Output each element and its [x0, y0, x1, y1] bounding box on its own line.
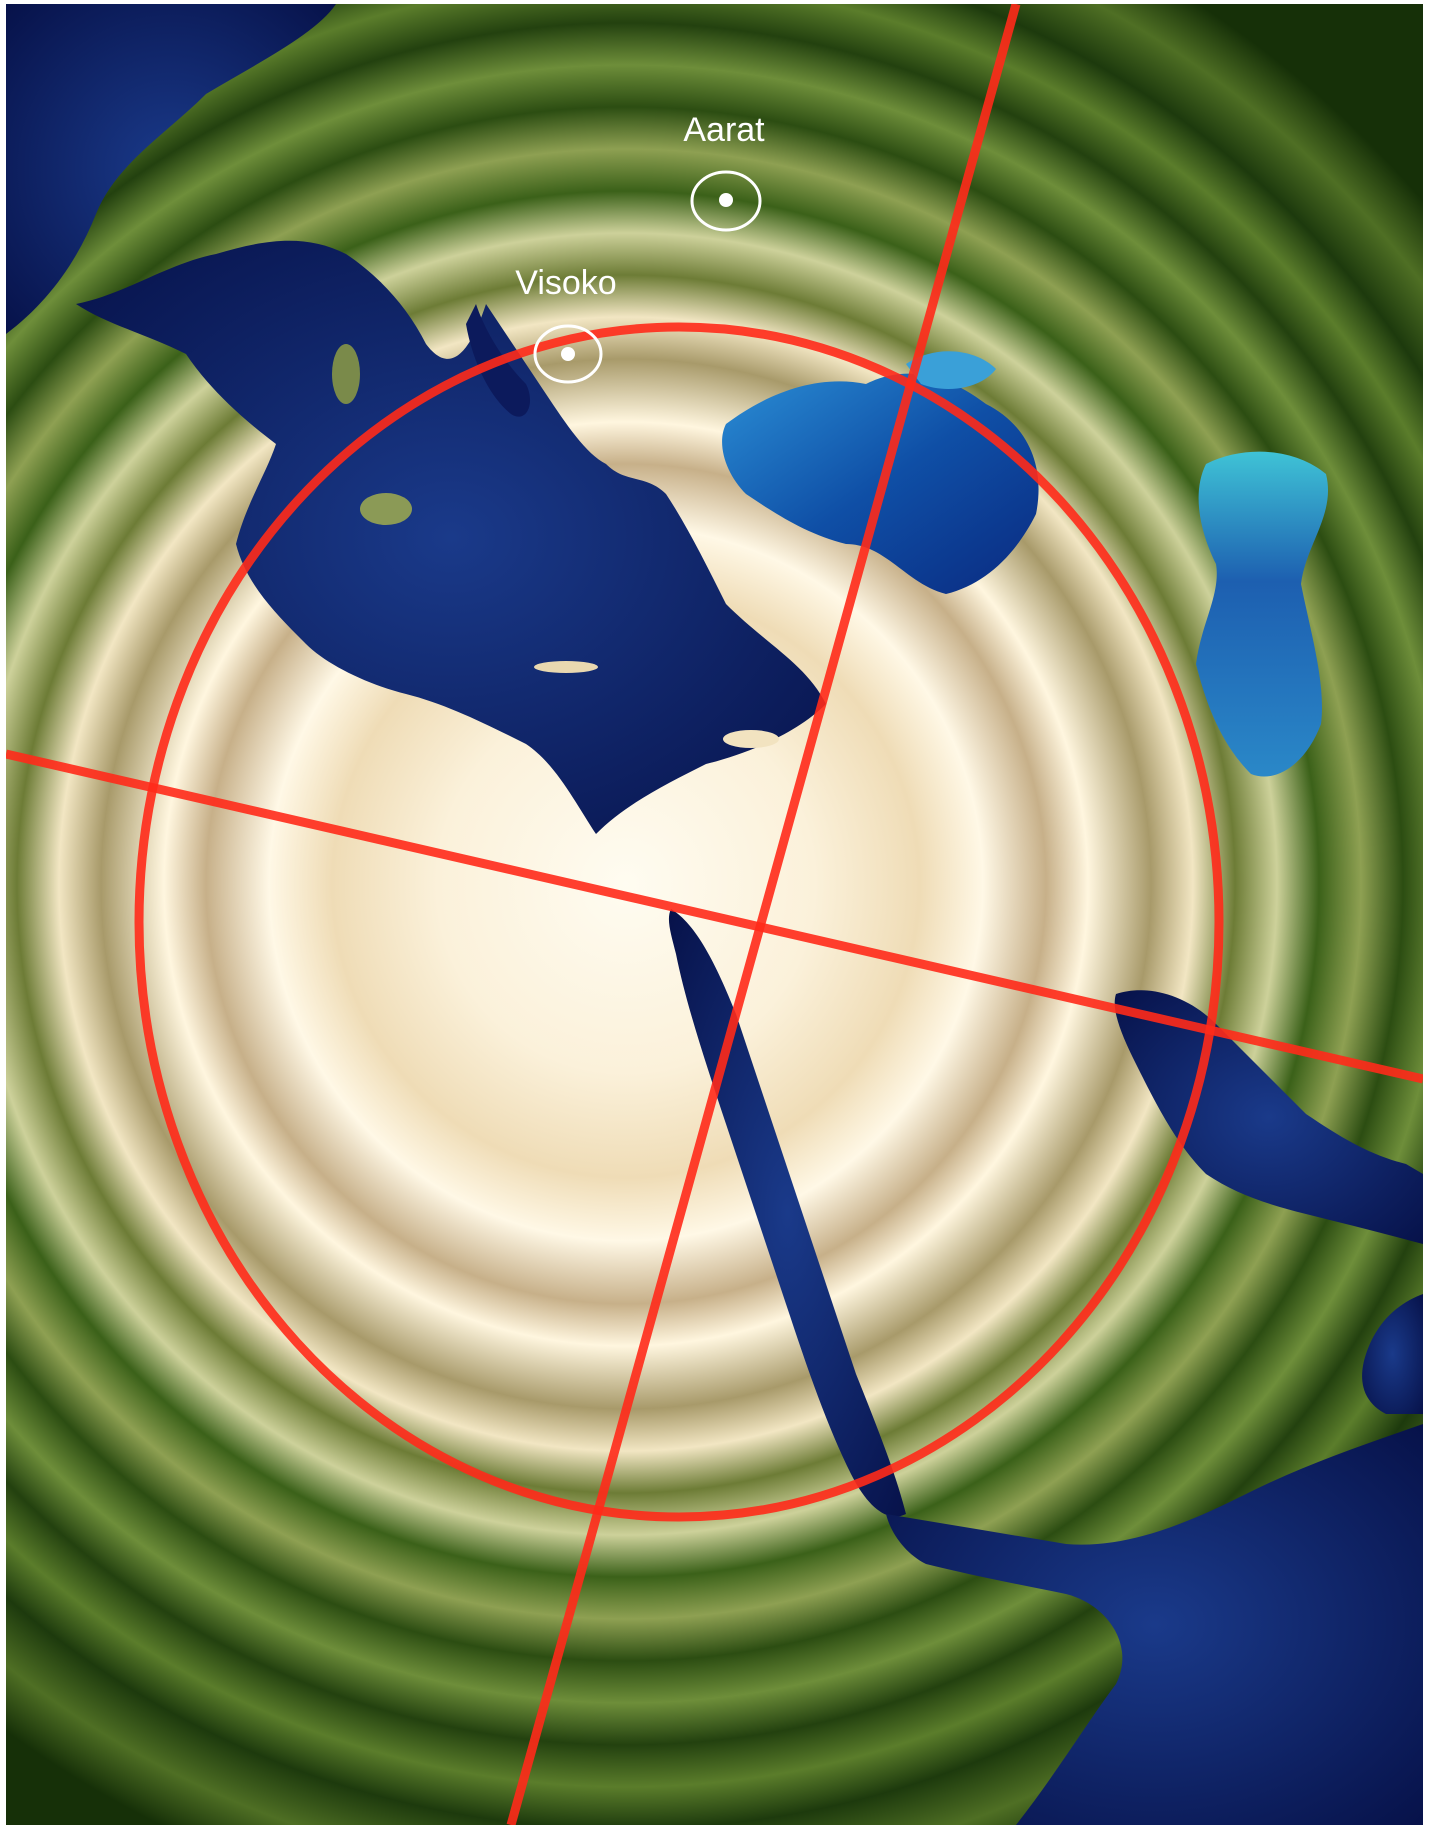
- overlay-meridian: [506, 4, 1021, 1825]
- marker-label-visoko: Visoko: [515, 264, 616, 302]
- sardinia: [332, 344, 360, 404]
- marker-ring-visoko: [533, 324, 603, 384]
- map-image: Aarat Visoko: [6, 4, 1423, 1825]
- sicily: [360, 493, 412, 525]
- atlantic-sea: [6, 4, 336, 334]
- persian-gulf: [1114, 990, 1423, 1244]
- marker-visoko[interactable]: Visoko: [515, 264, 617, 384]
- arabian-sea: [1362, 1294, 1423, 1414]
- marker-ring-aarat: [690, 170, 762, 232]
- marker-label-aarat: Aarat: [683, 111, 765, 149]
- sea-of-azov: [906, 351, 996, 389]
- overlay-lines: [6, 4, 1423, 1825]
- crete: [534, 661, 598, 673]
- red-sea: [668, 909, 906, 1517]
- mediterranean-sea: [76, 240, 826, 834]
- marker-dot-aarat: [719, 193, 733, 207]
- caspian-sea: [1196, 451, 1329, 777]
- overlay-circle: [134, 322, 1224, 1522]
- gulf-of-aden: [886, 1424, 1423, 1825]
- marker-aarat[interactable]: Aarat: [683, 111, 765, 232]
- overlay-parallel: [6, 749, 1423, 1084]
- cyprus: [723, 730, 779, 748]
- marker-dot-visoko: [561, 347, 575, 361]
